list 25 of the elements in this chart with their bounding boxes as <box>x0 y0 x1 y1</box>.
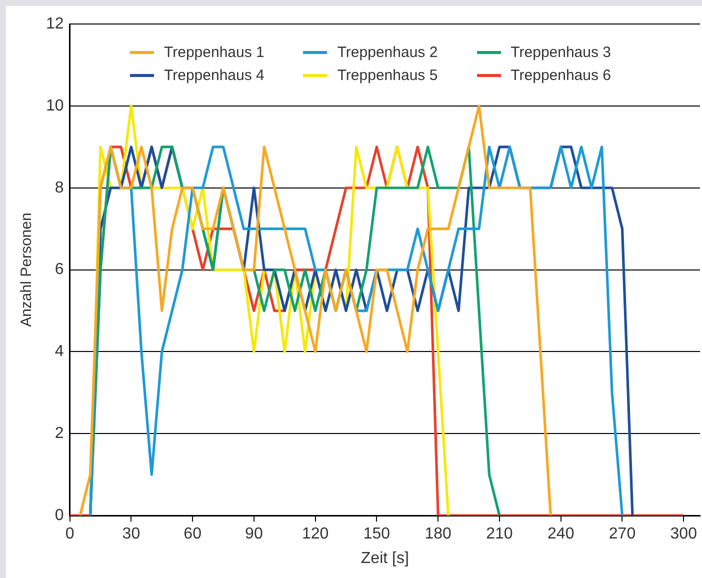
legend-label: Treppenhaus 1 <box>164 44 264 61</box>
y-tick-label: 2 <box>54 425 64 442</box>
x-tick-label: 90 <box>245 526 263 543</box>
x-tick-label: 270 <box>608 526 636 543</box>
x-tick-label: 60 <box>184 526 202 543</box>
y-tick-label: 6 <box>54 261 64 278</box>
y-tick-label: 12 <box>46 15 64 32</box>
y-tick-label: 10 <box>46 97 64 114</box>
x-axis-title: Zeit [s] <box>360 550 409 567</box>
legend-label: Treppenhaus 2 <box>337 44 438 61</box>
y-tick-label: 0 <box>54 507 64 524</box>
legend-label: Treppenhaus 3 <box>510 44 612 61</box>
x-tick-label: 150 <box>363 526 390 543</box>
x-tick-label: 240 <box>548 526 574 543</box>
x-tick-label: 210 <box>486 526 513 543</box>
legend-label: Treppenhaus 5 <box>337 67 438 84</box>
x-tick-label: 300 <box>670 526 698 543</box>
x-tick-label: 180 <box>424 526 452 543</box>
y-tick-label: 4 <box>54 343 64 360</box>
x-tick-label: 30 <box>122 526 140 543</box>
x-tick-label: 120 <box>302 526 329 543</box>
y-axis-title: Anzahl Personen <box>18 212 36 327</box>
legend-label: Treppenhaus 4 <box>164 67 264 84</box>
legend-label: Treppenhaus 6 <box>510 67 612 84</box>
y-tick-label: 8 <box>54 179 64 196</box>
